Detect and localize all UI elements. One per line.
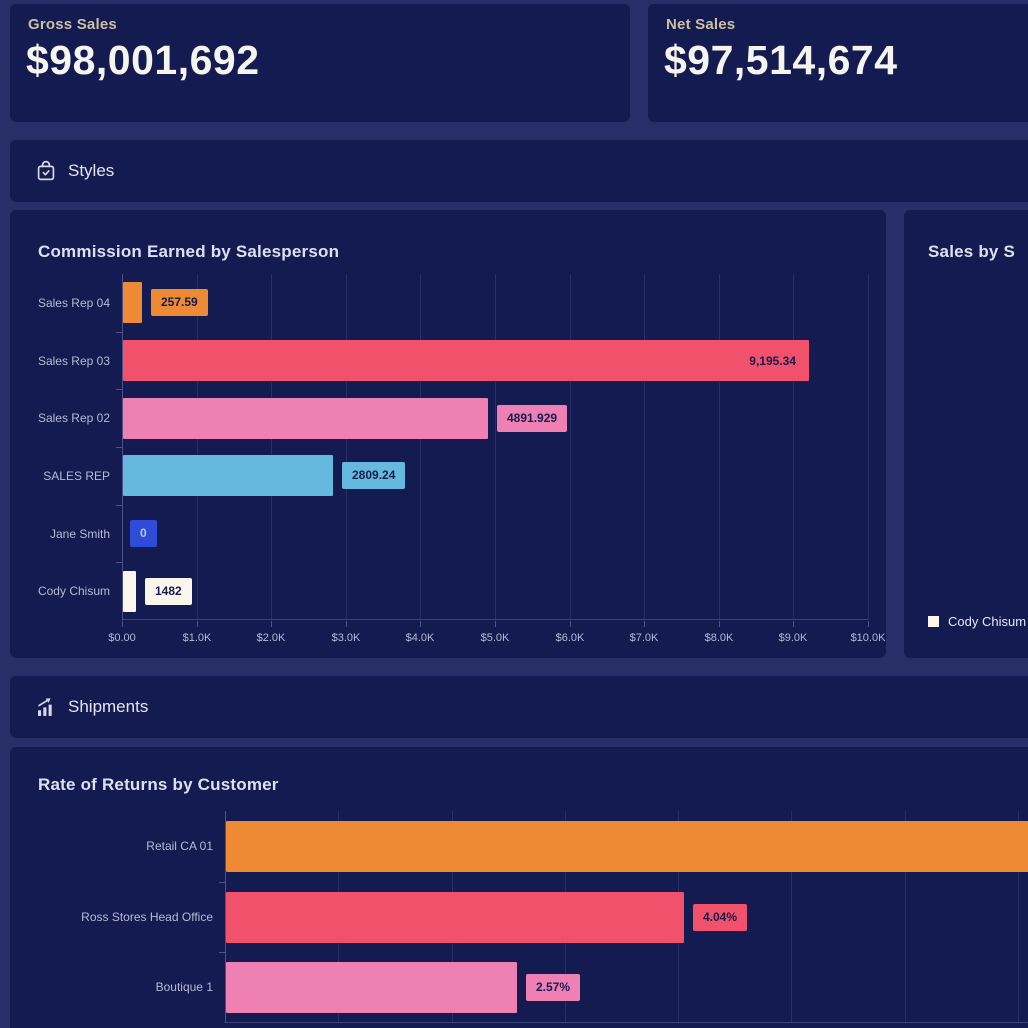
row-tick bbox=[116, 332, 122, 333]
value-label-box: 2809.24 bbox=[342, 462, 406, 489]
kpi-card-net-sales: Net Sales $97,514,674 bbox=[648, 4, 1028, 122]
gridline bbox=[791, 811, 792, 1023]
chart-title-sales-by: Sales by S bbox=[928, 242, 1016, 261]
value-label-box: 257.59 bbox=[151, 289, 208, 316]
gridline bbox=[197, 274, 198, 620]
legend-swatch bbox=[928, 616, 939, 627]
category-label-retail-ca-01: Retail CA 01 bbox=[146, 839, 213, 853]
x-tick-label: $8.0K bbox=[704, 632, 734, 644]
x-tick-label: $3.0K bbox=[331, 632, 361, 644]
axis-tick bbox=[197, 621, 198, 627]
kpi-card-gross-sales: Gross Sales $98,001,692 bbox=[10, 4, 630, 122]
commission-plot: 257.59 9,195.34 4891.929 2809.24 0 1482 bbox=[116, 274, 869, 627]
value-label-box: 4.04% bbox=[693, 904, 748, 931]
bar-chart-trend-icon bbox=[34, 695, 58, 719]
x-tick-label: $2.0K bbox=[256, 632, 286, 644]
category-label-ross-stores-head-office: Ross Stores Head Office bbox=[81, 910, 213, 924]
x-tick-label: $6.0K bbox=[555, 632, 585, 644]
gridline bbox=[905, 811, 906, 1023]
gridline bbox=[495, 274, 496, 620]
y-axis-line bbox=[122, 274, 123, 620]
x-tick-label: $4.0K bbox=[405, 632, 435, 644]
x-tick-label: $7.0K bbox=[629, 632, 659, 644]
y-axis-line bbox=[225, 811, 226, 1023]
commission-chart-panel: Commission Earned by Salesperson Sales R… bbox=[10, 210, 886, 658]
category-label-boutique-1: Boutique 1 bbox=[155, 980, 213, 994]
axis-tick bbox=[868, 621, 869, 627]
category-label-cody-chisum: Cody Chisum bbox=[37, 584, 110, 598]
kpi-value-net-sales: $97,514,674 bbox=[664, 37, 898, 83]
axis-tick bbox=[495, 621, 496, 627]
returns-chart-panel: Rate of Returns by Customer Retail CA 01… bbox=[10, 747, 1028, 1028]
x-tick-label: $5.0K bbox=[480, 632, 510, 644]
axis-tick bbox=[271, 621, 272, 627]
row-tick bbox=[219, 952, 225, 953]
bar-cody-chisum[interactable] bbox=[123, 571, 136, 612]
kpi-value-gross-sales: $98,001,692 bbox=[26, 37, 260, 83]
gridline bbox=[793, 274, 794, 620]
gridline bbox=[719, 274, 720, 620]
legend-item-cody-chisum[interactable]: Cody Chisum bbox=[928, 614, 1026, 629]
axis-tick bbox=[644, 621, 645, 627]
section-label-styles: Styles bbox=[68, 161, 115, 180]
value-label: 9,195.34 bbox=[749, 353, 796, 368]
chart-title-returns: Rate of Returns by Customer bbox=[38, 775, 279, 794]
value-label-box: 4891.929 bbox=[497, 405, 568, 432]
gridline bbox=[868, 274, 869, 620]
chart-title-commission: Commission Earned by Salesperson bbox=[38, 242, 340, 261]
bar-sales-rep-02[interactable] bbox=[123, 398, 488, 439]
section-header-styles[interactable]: Styles bbox=[10, 140, 1028, 202]
value-label-box: 0 bbox=[130, 520, 157, 547]
value-label-box: 1482 bbox=[145, 578, 192, 605]
gridline bbox=[271, 274, 272, 620]
axis-tick bbox=[570, 621, 571, 627]
bar-sales-rep[interactable] bbox=[123, 455, 333, 496]
bar-retail-ca-01[interactable] bbox=[226, 821, 1028, 872]
axis-tick bbox=[122, 621, 123, 627]
value-label-box: 2.57% bbox=[526, 974, 581, 1001]
x-axis-line bbox=[225, 1022, 1028, 1023]
axis-tick bbox=[346, 621, 347, 627]
bar-sales-rep-04[interactable] bbox=[123, 282, 142, 323]
category-label-sales-rep-02: Sales Rep 02 bbox=[37, 411, 110, 425]
row-tick bbox=[116, 389, 122, 390]
x-tick-label: $0.00 bbox=[108, 632, 136, 644]
section-header-shipments[interactable]: Shipments bbox=[10, 676, 1028, 738]
x-tick-label: $10.0K bbox=[850, 632, 886, 644]
kpi-label-gross-sales: Gross Sales bbox=[28, 16, 117, 33]
x-axis-line bbox=[122, 619, 868, 620]
axis-tick bbox=[719, 621, 720, 627]
axis-tick bbox=[793, 621, 794, 627]
category-label-jane-smith: Jane Smith bbox=[49, 527, 110, 541]
axis-tick bbox=[420, 621, 421, 627]
category-label-sales-rep-03: Sales Rep 03 bbox=[37, 354, 110, 368]
gridline bbox=[644, 274, 645, 620]
kpi-label-net-sales: Net Sales bbox=[666, 16, 736, 33]
returns-plot: 4.04% 2.57% bbox=[219, 811, 1028, 1023]
shopping-bag-check-icon bbox=[34, 159, 58, 183]
category-label-sales-rep-04: Sales Rep 04 bbox=[37, 296, 110, 310]
x-tick-label: $1.0K bbox=[182, 632, 212, 644]
row-tick bbox=[116, 447, 122, 448]
section-label-shipments: Shipments bbox=[68, 697, 149, 716]
gridline bbox=[346, 274, 347, 620]
gridline bbox=[420, 274, 421, 620]
bar-boutique-1[interactable] bbox=[226, 962, 517, 1013]
gridline bbox=[1018, 811, 1019, 1023]
x-tick-label: $9.0K bbox=[778, 632, 808, 644]
sales-by-chart-panel: Sales by S Cody Chisum bbox=[904, 210, 1028, 658]
gridline bbox=[570, 274, 571, 620]
bar-sales-rep-03[interactable]: 9,195.34 bbox=[123, 340, 809, 381]
row-tick bbox=[116, 562, 122, 563]
category-label-sales-rep: SALES REP bbox=[43, 469, 110, 483]
legend-label: Cody Chisum bbox=[948, 614, 1027, 629]
row-tick bbox=[116, 505, 122, 506]
row-tick bbox=[219, 882, 225, 883]
bar-ross-stores-head-office[interactable] bbox=[226, 892, 684, 943]
